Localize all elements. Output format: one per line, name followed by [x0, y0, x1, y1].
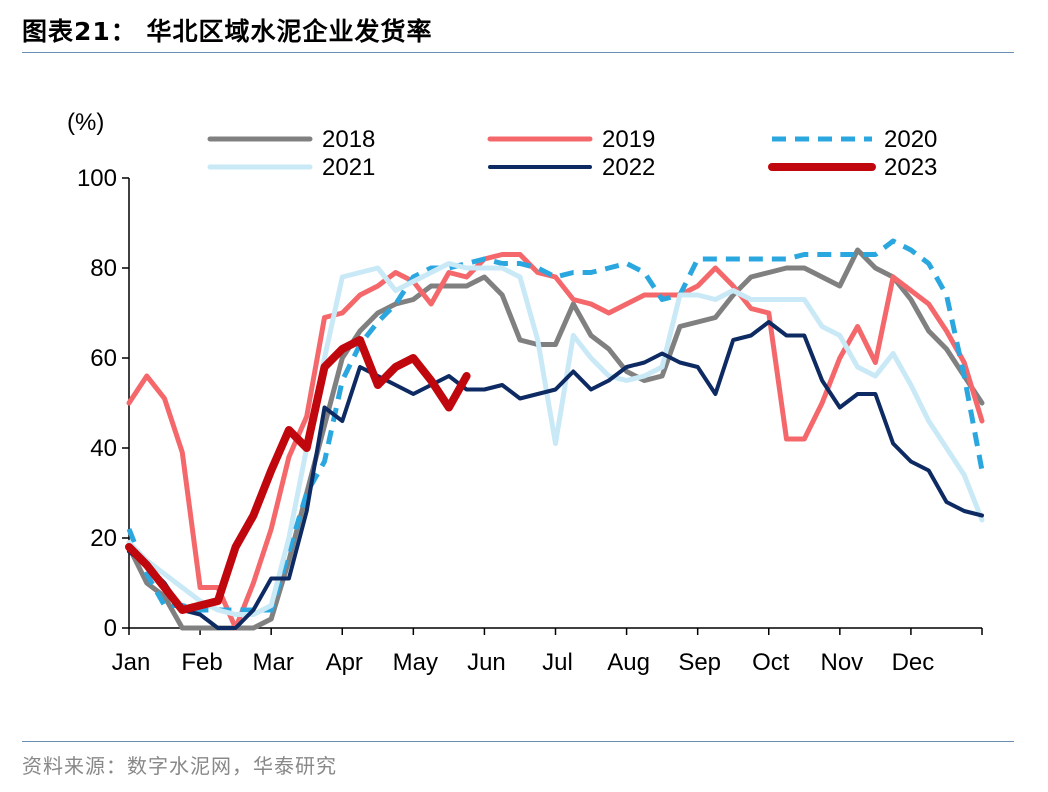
y-tick-label: 20 [90, 525, 117, 552]
y-tick-label: 0 [104, 615, 117, 642]
legend-label-2018: 2018 [322, 126, 375, 153]
x-tick-label: Jun [467, 649, 506, 676]
x-tick-label: Mar [252, 649, 293, 676]
x-tick-label: Jan [112, 649, 151, 676]
legend: 2018 2019 2020 2021 2022 2023 [207, 126, 937, 181]
x-tick-label: Sep [678, 649, 721, 676]
legend-label-2021: 2021 [322, 154, 375, 181]
series-lines [125, 238, 985, 631]
series-line-2022 [127, 320, 984, 630]
x-tick-label: Feb [181, 649, 222, 676]
series-line-2021 [126, 261, 985, 617]
series-line-2020 [126, 238, 985, 613]
series-line-2018 [126, 247, 985, 631]
y-tick-label: 100 [77, 165, 117, 192]
legend-label-2019: 2019 [602, 126, 655, 153]
line-chart: (%) 2018 2019 2020 2021 2022 2023 0 20 40 60 80 10… [67, 109, 985, 676]
x-tick-label: Aug [607, 649, 650, 676]
legend-label-2022: 2022 [602, 154, 655, 181]
legend-label-2023: 2023 [884, 154, 937, 181]
title-divider [22, 52, 1014, 53]
x-tick-label: Jul [542, 649, 573, 676]
series-line-2019 [126, 252, 985, 631]
page-title: 图表21： 华北区域水泥企业发货率 [22, 17, 433, 46]
x-tick-label: Dec [892, 649, 935, 676]
x-tick-label: Nov [820, 649, 863, 676]
legend-label-2020: 2020 [884, 126, 937, 153]
x-tick-label: Apr [326, 649, 363, 676]
y-tick-label: 80 [90, 255, 117, 282]
y-tick-label: 40 [90, 435, 117, 462]
footer-divider [22, 741, 1014, 742]
source-note: 资料来源：数字水泥网，华泰研究 [22, 754, 337, 778]
x-tick-label: May [393, 649, 438, 676]
axes: 0 20 40 60 80 100 Jan Feb Mar Apr May Jun Jul Aug Sep O… [77, 165, 983, 676]
y-unit-label: (%) [67, 109, 104, 136]
x-tick-label: Oct [752, 649, 790, 676]
y-tick-label: 60 [90, 345, 117, 372]
series-line-2023 [125, 336, 471, 614]
